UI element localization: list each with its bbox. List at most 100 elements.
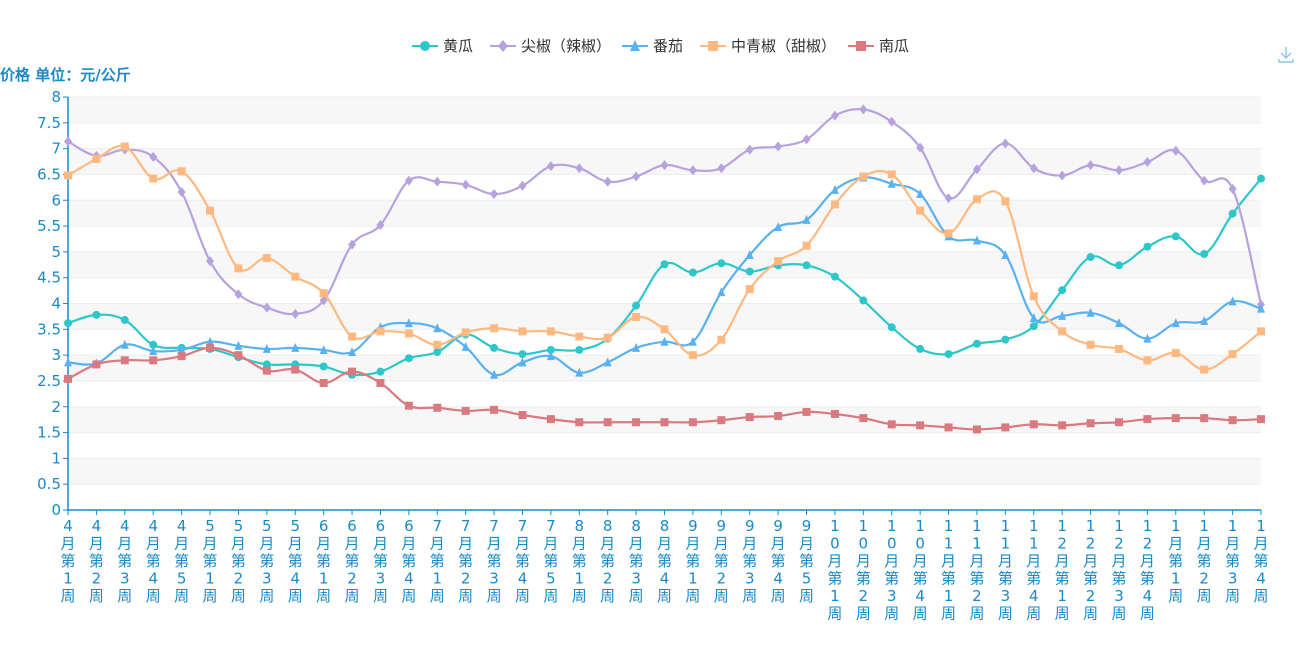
data-point[interactable] — [802, 214, 811, 224]
data-point[interactable] — [830, 409, 839, 418]
data-point[interactable] — [461, 179, 470, 190]
data-point[interactable] — [64, 319, 72, 328]
data-point[interactable] — [859, 296, 868, 305]
data-point[interactable] — [490, 369, 499, 379]
data-point[interactable] — [859, 414, 868, 423]
data-point[interactable] — [632, 312, 641, 321]
data-point[interactable] — [1086, 340, 1095, 349]
data-point[interactable] — [1200, 249, 1209, 258]
data-point[interactable] — [1001, 335, 1010, 344]
data-point[interactable] — [632, 418, 641, 427]
data-point[interactable] — [660, 325, 669, 334]
data-point[interactable] — [234, 340, 243, 350]
data-point[interactable] — [546, 345, 555, 354]
data-point[interactable] — [745, 285, 754, 294]
legend[interactable]: 黄瓜 尖椒（辣椒） 番茄 中青椒（甜椒） 南瓜 — [412, 37, 909, 55]
data-point[interactable] — [348, 332, 357, 341]
data-point[interactable] — [490, 405, 499, 414]
data-point[interactable] — [404, 318, 413, 328]
data-point[interactable] — [1114, 318, 1123, 328]
data-point[interactable] — [291, 272, 300, 281]
data-point[interactable] — [859, 104, 868, 115]
data-point[interactable] — [632, 171, 641, 182]
data-point[interactable] — [120, 356, 129, 365]
data-point[interactable] — [916, 344, 925, 353]
data-point[interactable] — [1143, 415, 1152, 424]
data-point[interactable] — [376, 327, 385, 336]
data-point[interactable] — [348, 347, 357, 357]
data-point[interactable] — [518, 350, 527, 359]
data-point[interactable] — [262, 302, 271, 313]
data-point[interactable] — [120, 316, 129, 325]
legend-item[interactable]: 尖椒（辣椒） — [490, 37, 611, 55]
data-point[interactable] — [688, 336, 697, 346]
data-point[interactable] — [1143, 333, 1152, 343]
data-point[interactable] — [1228, 296, 1237, 306]
data-point[interactable] — [660, 418, 669, 427]
data-point[interactable] — [461, 406, 470, 415]
data-point[interactable] — [64, 357, 72, 367]
data-point[interactable] — [1114, 165, 1123, 176]
data-point[interactable] — [802, 134, 811, 145]
data-point[interactable] — [603, 357, 612, 367]
data-point[interactable] — [149, 340, 158, 349]
data-point[interactable] — [546, 415, 555, 424]
data-point[interactable] — [120, 142, 129, 151]
data-point[interactable] — [518, 357, 527, 367]
data-point[interactable] — [774, 412, 783, 421]
data-point[interactable] — [830, 110, 839, 121]
data-point[interactable] — [916, 142, 925, 153]
data-point[interactable] — [1200, 365, 1209, 374]
data-point[interactable] — [1143, 157, 1152, 168]
data-point[interactable] — [745, 413, 754, 422]
data-point[interactable] — [1143, 356, 1152, 365]
data-point[interactable] — [433, 348, 442, 357]
data-point[interactable] — [1257, 174, 1265, 183]
data-point[interactable] — [518, 411, 527, 420]
data-point[interactable] — [149, 174, 158, 183]
data-point[interactable] — [887, 178, 896, 188]
data-point[interactable] — [859, 172, 868, 181]
data-point[interactable] — [291, 365, 300, 374]
data-point[interactable] — [1086, 253, 1095, 262]
data-point[interactable] — [319, 379, 328, 388]
data-point[interactable] — [404, 354, 413, 363]
data-point[interactable] — [1114, 261, 1123, 270]
data-point[interactable] — [1029, 312, 1038, 322]
data-point[interactable] — [830, 200, 839, 209]
data-point[interactable] — [546, 351, 555, 361]
data-point[interactable] — [944, 229, 953, 238]
data-point[interactable] — [1058, 310, 1067, 320]
data-point[interactable] — [774, 222, 783, 232]
data-point[interactable] — [433, 176, 442, 187]
data-point[interactable] — [1228, 416, 1237, 425]
data-point[interactable] — [717, 287, 726, 297]
data-point[interactable] — [461, 341, 470, 351]
data-point[interactable] — [1171, 145, 1180, 156]
data-point[interactable] — [745, 144, 754, 155]
data-point[interactable] — [1228, 183, 1237, 194]
data-point[interactable] — [64, 374, 72, 383]
data-point[interactable] — [916, 189, 925, 199]
legend-item[interactable]: 黄瓜 — [412, 37, 473, 55]
data-point[interactable] — [490, 189, 499, 200]
data-point[interactable] — [1257, 415, 1265, 424]
legend-item[interactable]: 南瓜 — [848, 37, 909, 55]
data-point[interactable] — [1058, 170, 1067, 181]
data-point[interactable] — [887, 116, 896, 127]
data-point[interactable] — [177, 167, 186, 176]
data-point[interactable] — [177, 186, 186, 197]
data-point[interactable] — [433, 403, 442, 412]
data-point[interactable] — [518, 180, 527, 191]
data-point[interactable] — [660, 260, 669, 269]
data-point[interactable] — [575, 418, 584, 427]
data-point[interactable] — [717, 259, 726, 268]
data-point[interactable] — [575, 367, 584, 377]
data-point[interactable] — [717, 335, 726, 344]
data-point[interactable] — [404, 329, 413, 338]
data-point[interactable] — [972, 164, 981, 175]
data-point[interactable] — [177, 352, 186, 361]
data-point[interactable] — [206, 206, 215, 215]
data-point[interactable] — [1114, 418, 1123, 427]
data-point[interactable] — [1058, 286, 1067, 295]
